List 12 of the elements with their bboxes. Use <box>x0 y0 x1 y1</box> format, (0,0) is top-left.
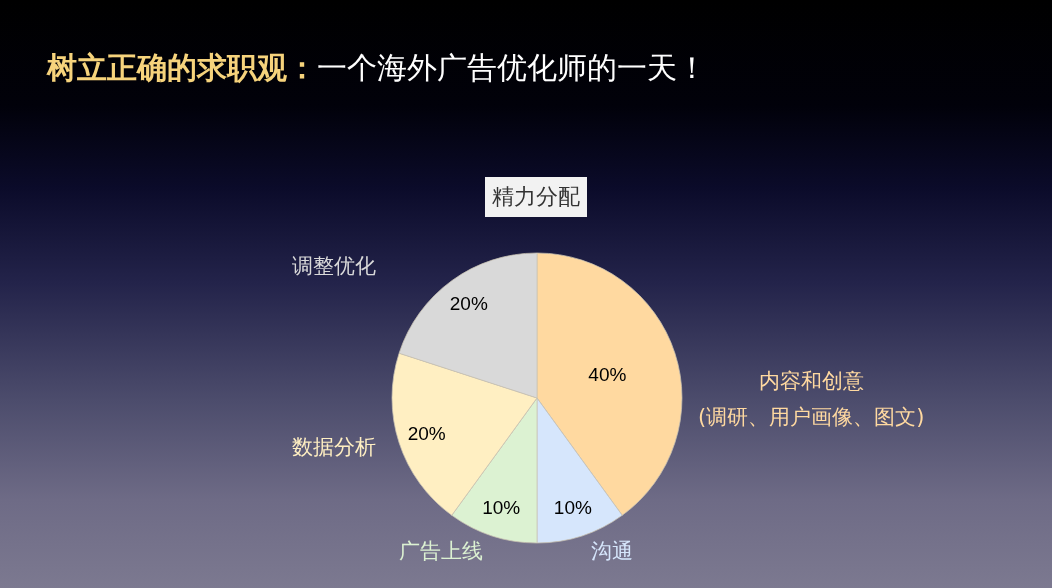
data-label: 20% <box>407 422 446 444</box>
chart-title: 树立正确的求职观：一个海外广告优化师的一天！ <box>47 50 707 85</box>
slice-label: 广告上线 <box>398 539 483 564</box>
chart-subtitle: 精力分配 <box>485 177 587 217</box>
data-label: 40% <box>588 364 627 386</box>
slice-label: 沟通 <box>591 539 634 564</box>
slice-label: 内容和创意 (调研、用户画像、图文) <box>698 369 925 430</box>
data-label: 20% <box>449 293 488 315</box>
slice-label: 数据分析 <box>292 435 376 460</box>
data-label: 10% <box>553 497 592 519</box>
slice-label: 调整优化 <box>292 253 376 278</box>
data-label: 10% <box>482 497 521 519</box>
